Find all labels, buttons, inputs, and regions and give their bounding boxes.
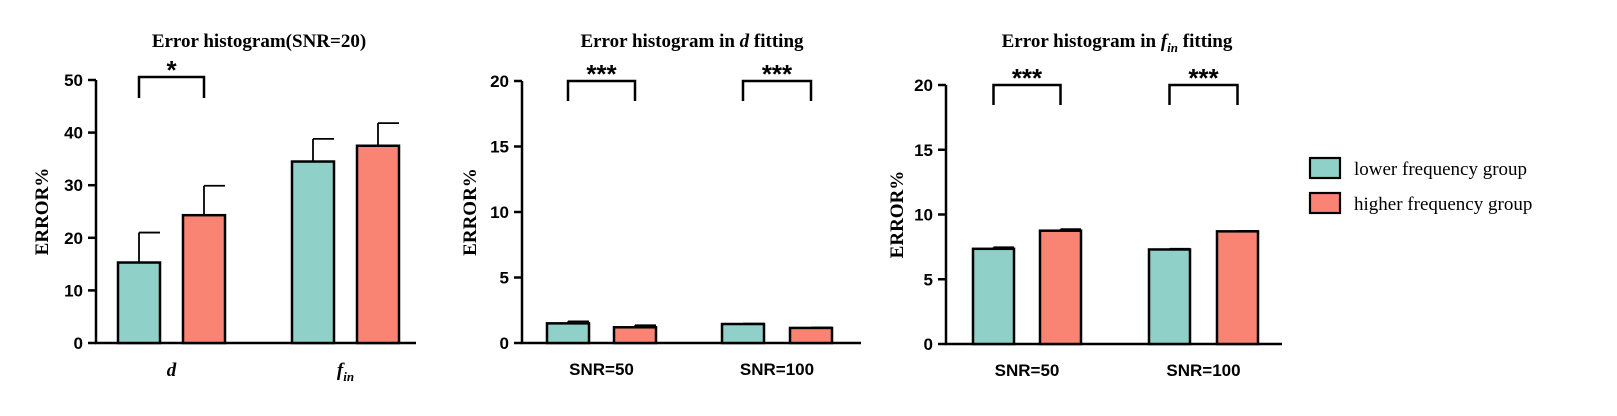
bar-higher-1: [1038, 229, 1083, 346]
x-tick-label: SNR=100: [1166, 361, 1240, 380]
y-axis-label: ERROR%: [460, 168, 481, 256]
significance-label: ***: [762, 59, 793, 89]
significance-bracket: [741, 79, 813, 101]
y-tick-label: 5: [924, 270, 933, 289]
bar-higher-1: [181, 213, 227, 345]
y-tick-label: 20: [64, 229, 83, 248]
y-tick-label: 10: [64, 281, 83, 300]
bar-higher-1: [612, 326, 658, 345]
y-axis-label: ERROR%: [32, 168, 53, 256]
legend: lower frequency group higher frequency gr…: [1308, 156, 1532, 215]
x-tick-label: fin: [337, 360, 354, 384]
chart-1: Error histogram(SNR=20) ERROR% 0 10 20 30 40 50…: [32, 31, 416, 384]
y-tick-label: 5: [500, 269, 509, 288]
significance-label: ***: [586, 59, 617, 89]
bar-lower-1: [971, 247, 1016, 346]
y-tick-label: 0: [924, 335, 933, 354]
legend-label-lower: lower frequency group: [1354, 159, 1527, 180]
y-tick-label: 20: [914, 76, 933, 95]
chart-title: Error histogram in fin fitting: [1002, 31, 1233, 55]
bar-lower-2: [720, 322, 766, 345]
chart-2: Error histogram in d fitting ERROR% 0 5 10 15…: [460, 31, 861, 379]
significance-bracket: [992, 83, 1062, 105]
chart-title: Error histogram(SNR=20): [152, 31, 366, 52]
x-tick-label: SNR=50: [569, 360, 634, 379]
x-tick-label: SNR=100: [740, 360, 814, 379]
y-tick-label: 0: [500, 334, 509, 353]
bar-higher-2: [1215, 230, 1260, 346]
bar-lower-2: [290, 160, 336, 345]
significance-label: ***: [1012, 63, 1043, 93]
significance-bracket: [137, 75, 206, 98]
y-tick-label: 15: [914, 141, 933, 160]
bar-lower-1: [545, 322, 591, 345]
y-tick-label: 50: [64, 71, 83, 90]
y-tick-label: 10: [490, 203, 509, 222]
significance-label: *: [166, 55, 177, 85]
legend-label-higher: higher frequency group: [1354, 194, 1532, 215]
bar-lower-2: [1147, 248, 1192, 346]
y-tick-label: 40: [64, 124, 83, 143]
legend-swatch-lower: [1308, 156, 1342, 180]
y-tick-label: 15: [490, 138, 509, 157]
x-tick-label: d: [167, 360, 177, 381]
chart-title: Error histogram in d fitting: [580, 31, 804, 52]
bar-higher-2: [788, 326, 834, 345]
y-tick-label: 0: [74, 334, 83, 353]
chart-3: Error histogram in fin fitting ERROR% 0 5 10…: [887, 31, 1282, 380]
y-tick-label: 30: [64, 176, 83, 195]
x-tick-label: SNR=50: [995, 361, 1060, 380]
y-tick-label: 20: [490, 72, 509, 91]
bar-lower-1: [116, 261, 162, 345]
significance-bracket: [566, 79, 637, 101]
significance-label: ***: [1188, 63, 1219, 93]
significance-bracket: [1168, 83, 1239, 105]
y-tick-label: 10: [914, 206, 933, 225]
bar-higher-2: [355, 144, 401, 345]
legend-swatch-higher: [1308, 191, 1342, 215]
y-axis-label: ERROR%: [887, 171, 908, 259]
